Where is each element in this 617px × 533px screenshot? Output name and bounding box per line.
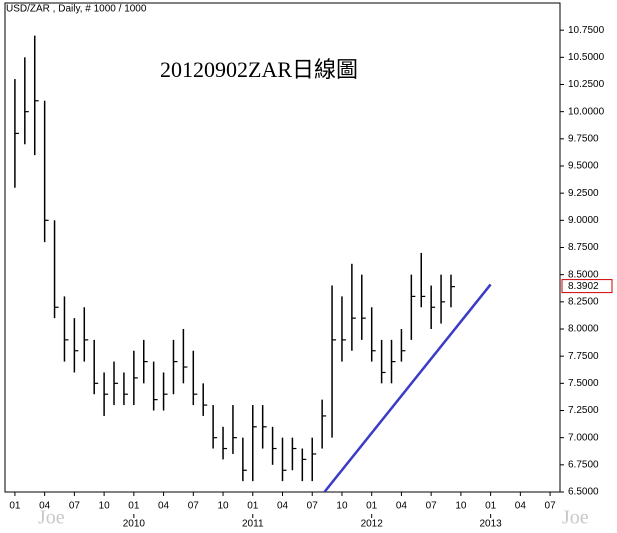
x-tick-label: 10	[455, 501, 467, 512]
y-tick-label: 7.5000	[568, 378, 599, 389]
y-tick-label: 10.7500	[568, 25, 605, 36]
y-tick-label: 10.0000	[568, 106, 605, 117]
watermark: Joe	[562, 507, 589, 529]
x-tick-label: 07	[545, 501, 557, 512]
y-tick-label: 9.2500	[568, 188, 599, 199]
x-tick-label: 04	[515, 501, 527, 512]
x-tick-label: 07	[307, 501, 319, 512]
trend-line	[322, 283, 492, 492]
chart-title: USD/ZAR , Daily, # 1000 / 1000	[6, 4, 147, 15]
y-tick-label: 8.5000	[568, 269, 599, 280]
x-tick-label: 10	[99, 501, 111, 512]
annotation: 20120902ZAR日線圖	[160, 57, 358, 82]
x-tick-label: 07	[69, 501, 81, 512]
x-tick-label: 01	[366, 501, 378, 512]
y-tick-label: 7.7500	[568, 351, 599, 362]
y-tick-label: 9.5000	[568, 161, 599, 172]
year-label: 2012	[361, 519, 384, 530]
plot-frame	[4, 2, 561, 493]
x-tick-label: 10	[336, 501, 348, 512]
x-tick-label: 07	[426, 501, 438, 512]
y-tick-label: 8.0000	[568, 324, 599, 335]
x-tick-label: 04	[39, 501, 51, 512]
y-tick-label: 6.5000	[568, 487, 599, 498]
y-tick-label: 8.2500	[568, 296, 599, 307]
last-price-box	[561, 279, 613, 294]
x-tick-label: 04	[277, 501, 289, 512]
y-tick-label: 7.0000	[568, 432, 599, 443]
x-tick-label: 01	[9, 501, 21, 512]
x-tick-label: 01	[485, 501, 497, 512]
last-price-label: 8.3902	[568, 281, 599, 292]
watermark: Joe	[38, 507, 65, 529]
y-tick-label: 8.7500	[568, 242, 599, 253]
year-label: 2013	[480, 519, 503, 530]
y-tick-label: 7.2500	[568, 405, 599, 416]
x-tick-label: 04	[158, 501, 170, 512]
x-tick-label: 10	[217, 501, 229, 512]
x-tick-label: 01	[128, 501, 140, 512]
y-tick-label: 9.7500	[568, 133, 599, 144]
x-tick-label: 04	[396, 501, 408, 512]
y-tick-label: 10.5000	[568, 52, 605, 63]
x-tick-label: 01	[247, 501, 259, 512]
year-label: 2010	[123, 519, 146, 530]
y-tick-label: 10.2500	[568, 79, 605, 90]
x-tick-label: 07	[188, 501, 200, 512]
y-tick-label: 9.0000	[568, 215, 599, 226]
y-tick-label: 6.7500	[568, 459, 599, 470]
year-label: 2011	[242, 519, 264, 530]
